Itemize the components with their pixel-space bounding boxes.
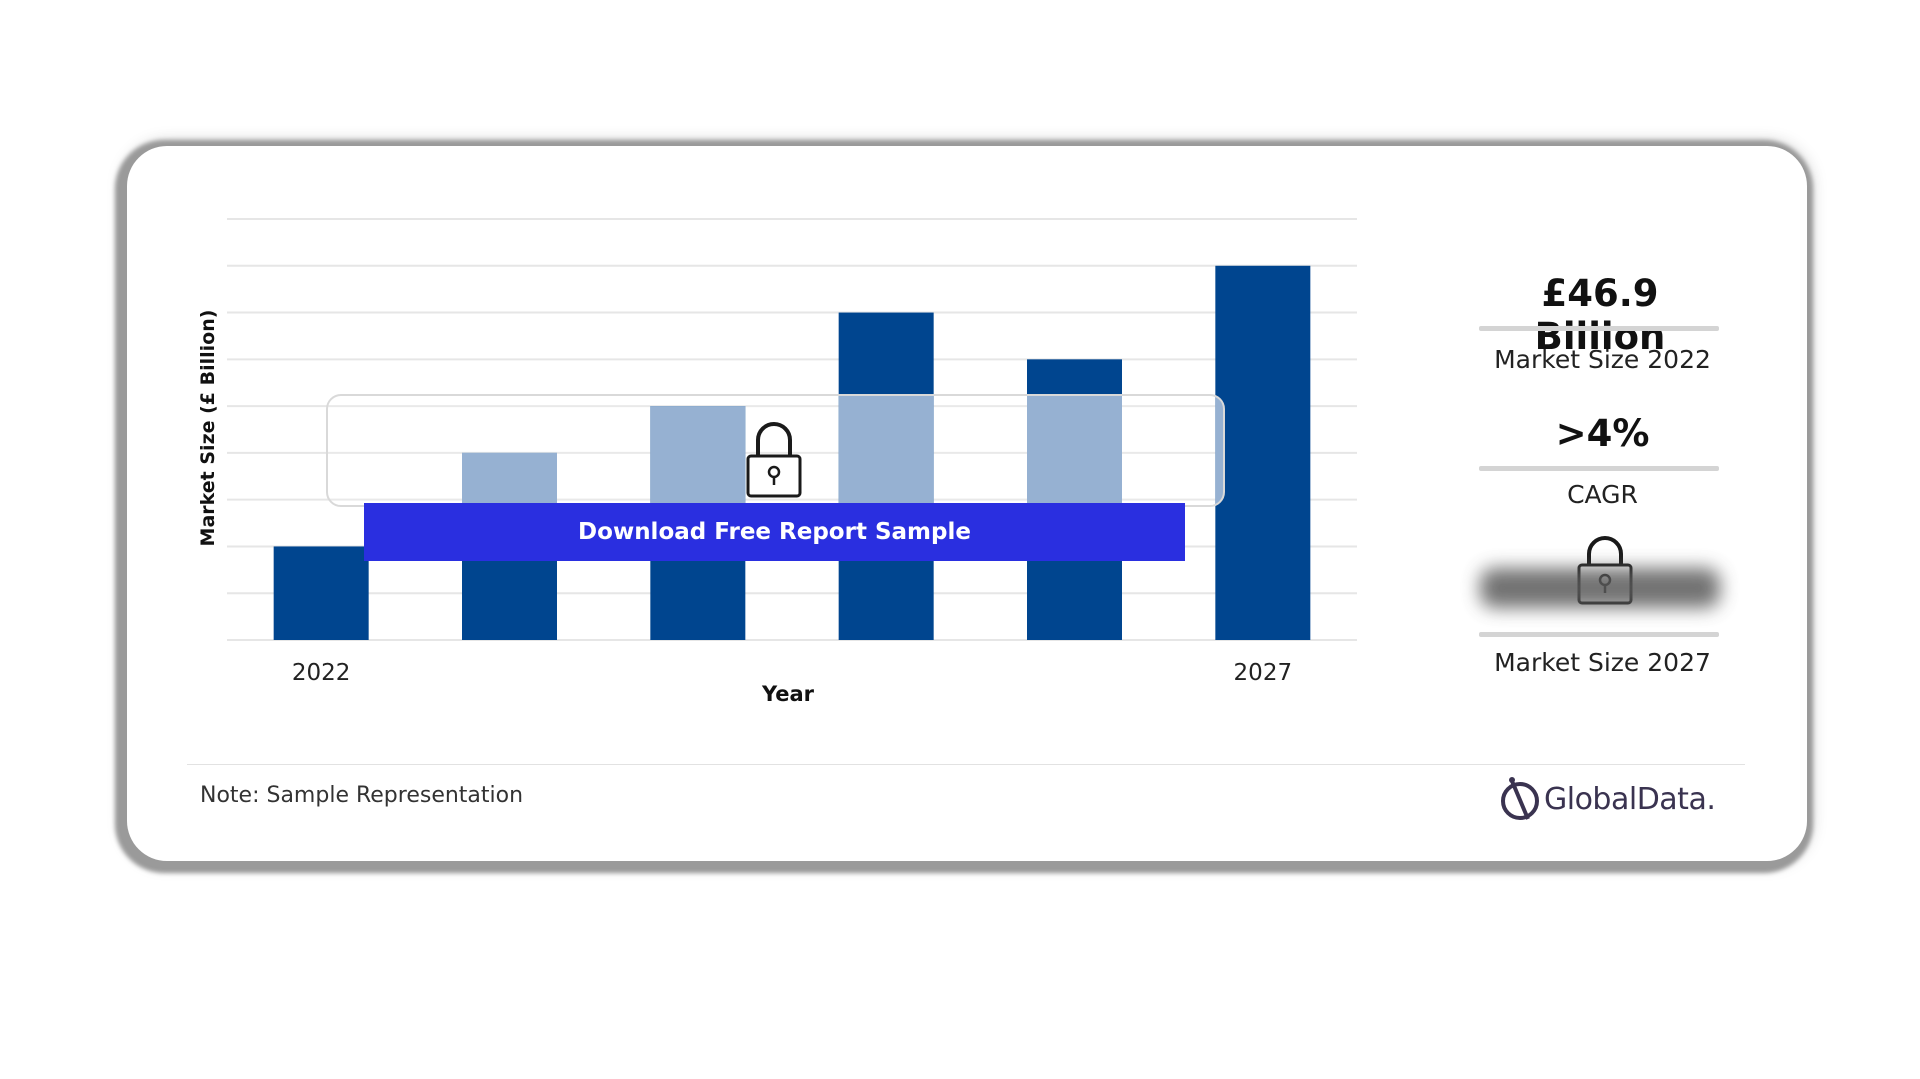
bar: [1215, 265, 1311, 640]
bar-locked-segment: [838, 395, 934, 506]
kpi-divider: [1479, 466, 1719, 471]
download-sample-button[interactable]: Download Free Report Sample: [364, 503, 1185, 561]
globaldata-logo: GlobalData.: [1500, 772, 1716, 826]
bar-locked-segment: [1027, 395, 1122, 506]
chart-x-ticks: 2022 2027: [292, 660, 1292, 686]
y-axis-label: Market Size (£ Billion): [197, 310, 219, 547]
padlock-icon: [746, 422, 802, 498]
market-size-2027-label: Market Size 2027: [1494, 648, 1711, 677]
x-axis-label: Year: [761, 682, 815, 706]
chart-bars-locked: [462, 395, 1224, 506]
x-tick-label: 2027: [1234, 660, 1293, 686]
kpi-divider: [1479, 326, 1719, 331]
bar: [273, 546, 369, 640]
globaldata-mark-icon: [1501, 777, 1539, 820]
cagr-label: CAGR: [1567, 480, 1638, 509]
x-tick-label: 2022: [292, 660, 351, 686]
footer-divider: [187, 764, 1745, 765]
market-size-2022-label: Market Size 2022: [1494, 345, 1711, 374]
bar-locked-segment: [1215, 395, 1224, 506]
brand-name: GlobalData.: [1544, 781, 1716, 817]
bar-locked-segment: [462, 452, 557, 506]
cagr-value: >4%: [1555, 412, 1650, 455]
market-size-2027-value-blurred: [1480, 568, 1720, 608]
kpi-divider: [1479, 632, 1719, 637]
market-size-2022-value: £46.9 Billion: [1534, 272, 1666, 358]
bar-locked-segment: [650, 406, 746, 506]
sample-note: Note: Sample Representation: [200, 783, 524, 808]
